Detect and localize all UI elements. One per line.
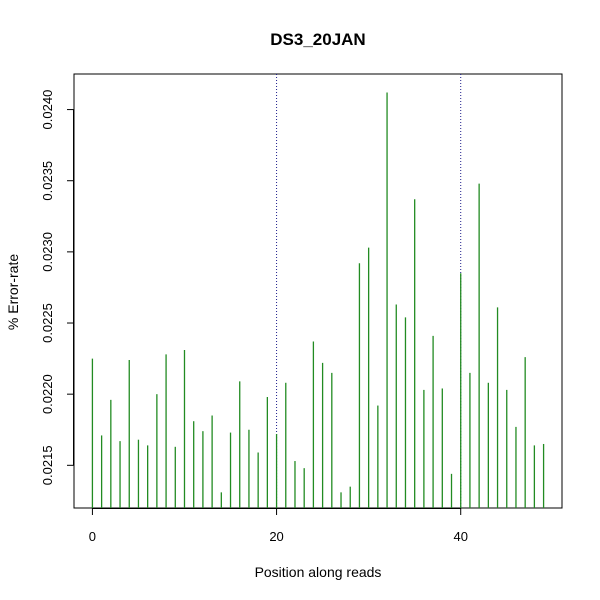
x-tick-label: 20 xyxy=(269,529,283,544)
y-tick-label: 0.0235 xyxy=(40,161,55,201)
x-axis-label: Position along reads xyxy=(255,564,382,580)
y-axis-label: % Error-rate xyxy=(5,254,21,330)
y-tick-label: 0.0225 xyxy=(40,303,55,343)
x-tick-label: 0 xyxy=(89,529,96,544)
y-tick-label: 0.0240 xyxy=(40,90,55,130)
y-tick-label: 0.0215 xyxy=(40,445,55,485)
chart-marks: 0 20 40 0.0215 0.0220 0.0225 0.0230 0.0235 0.024… xyxy=(40,74,545,544)
chart-title: DS3_20JAN xyxy=(270,30,365,49)
y-tick-label: 0.0230 xyxy=(40,232,55,272)
y-tick-label: 0.0220 xyxy=(40,374,55,414)
x-tick-label: 40 xyxy=(453,529,467,544)
